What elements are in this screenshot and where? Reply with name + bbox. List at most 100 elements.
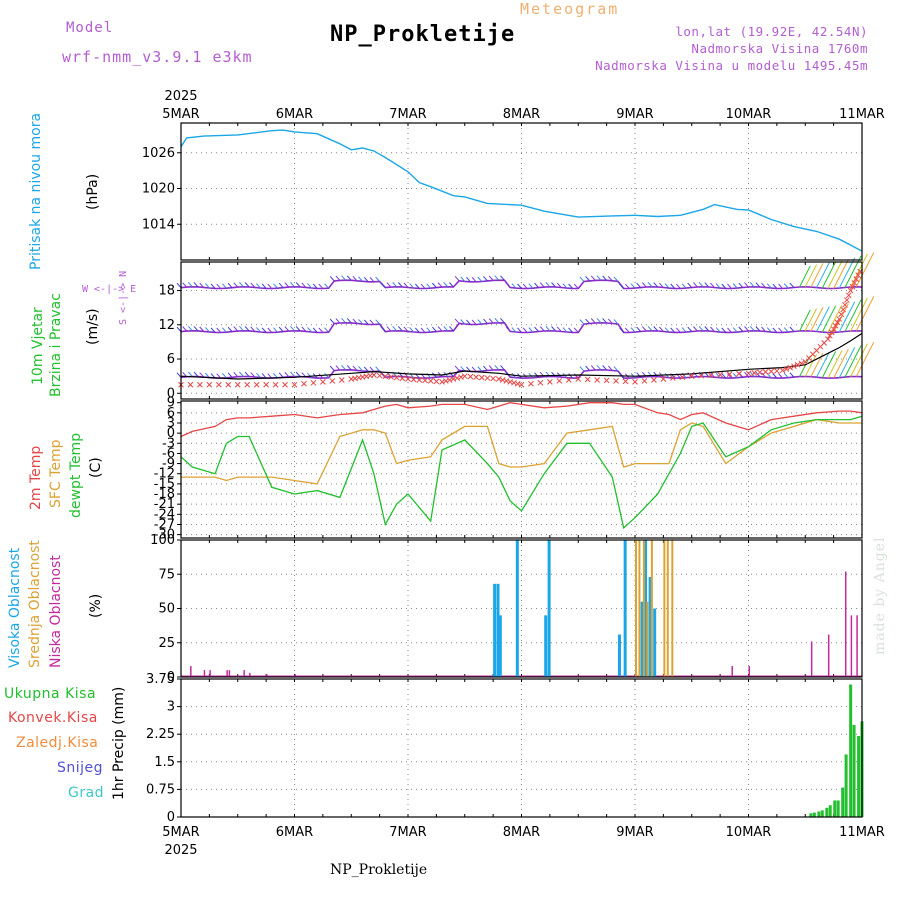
cloud-bar-0	[547, 540, 551, 677]
wind-gust-mark	[473, 374, 479, 380]
wind-barb	[222, 373, 227, 379]
wind-barb	[664, 283, 670, 289]
wind-barb	[471, 366, 477, 372]
wind-barb	[363, 366, 369, 372]
wind-barb	[176, 326, 182, 332]
wind-barb	[449, 326, 454, 332]
wind-barb	[176, 372, 182, 378]
wind-barb	[850, 297, 868, 332]
wind-barb	[556, 282, 562, 288]
wind-barb	[182, 326, 188, 332]
wind-barb	[659, 282, 664, 288]
wind-barb	[568, 283, 573, 289]
wind-barb	[789, 372, 795, 378]
wind-barb	[205, 327, 210, 333]
wind-barb	[585, 276, 590, 282]
precip-bar	[852, 725, 856, 817]
wind-barb	[227, 282, 233, 289]
cloud-bar-1	[646, 601, 649, 677]
wind-barb	[855, 341, 875, 377]
wind-barb	[641, 326, 647, 332]
wind-ytick-label: 12	[158, 318, 175, 333]
wind-barb	[772, 373, 778, 379]
wind-gust-mark	[849, 283, 856, 290]
wind-barb	[579, 319, 585, 325]
wind-gust-mark	[310, 379, 317, 386]
wind-barb	[205, 372, 210, 378]
wind-barb	[710, 326, 715, 332]
wind-barb	[295, 371, 301, 377]
legend-convective-rain: Konvek.Kisa	[8, 710, 98, 726]
wind-ytick-label: 6	[167, 352, 175, 367]
wind-barb	[210, 283, 216, 289]
precip-ytick-label: 1.5	[154, 755, 175, 770]
wind-barb	[233, 326, 239, 332]
wind-barb	[454, 275, 460, 282]
cloud-bar-2	[810, 641, 813, 677]
bottom-date-label: 7MAR	[389, 825, 426, 840]
wind-gust-mark	[478, 374, 485, 381]
wind-gust-mark	[679, 374, 686, 380]
precip-bar	[844, 754, 848, 817]
wind-barb	[596, 275, 602, 281]
precip-bar	[828, 805, 832, 817]
wind-barb	[761, 282, 766, 288]
cloud-bar-2	[850, 615, 853, 677]
wind-barb	[483, 365, 488, 371]
temp-series-1	[181, 418, 862, 485]
wind-barb	[664, 327, 670, 333]
temp-ytick-label: 9	[167, 396, 175, 411]
wind-barb	[477, 366, 483, 372]
wind-gust-mark	[225, 381, 232, 388]
wind-barb	[607, 365, 613, 371]
top-date-label: 11MAR	[839, 107, 885, 122]
wind-gust-mark	[584, 376, 591, 383]
wind-barb	[827, 260, 843, 289]
wind-barb	[261, 373, 267, 379]
wind-barb	[352, 318, 358, 324]
wind-gust-mark	[329, 378, 336, 384]
wind-gust-mark	[518, 381, 525, 388]
temp-ytick-label: -15	[154, 477, 175, 492]
wind-barb	[698, 282, 704, 288]
wind-gust-mark	[851, 280, 858, 286]
wind-barb	[744, 326, 749, 332]
wind-barb	[335, 365, 341, 371]
meteogram-label: Meteogram	[520, 0, 620, 18]
wind-gust-mark	[838, 311, 845, 318]
wind-gust-mark	[768, 368, 775, 375]
wind-barb	[284, 282, 290, 288]
wind-barb	[676, 283, 681, 289]
wind-barb	[460, 319, 466, 325]
wind-barb	[449, 371, 454, 377]
wind-gust-mark	[698, 372, 705, 379]
wind-barb	[693, 326, 698, 332]
wind-barb	[647, 325, 653, 332]
wind-barb	[816, 352, 830, 378]
wind-barb	[778, 373, 783, 379]
wind-barb	[799, 265, 811, 288]
wind-barb	[590, 275, 596, 281]
wind-gust-mark	[613, 378, 619, 384]
wind-barb	[585, 365, 590, 371]
cloud-bar-2	[266, 674, 268, 677]
wind-barb	[182, 282, 188, 288]
wind-barb	[766, 283, 772, 289]
wind-barb	[460, 276, 466, 282]
wind-barb	[318, 283, 324, 289]
wind-gust-mark	[826, 332, 833, 339]
cloud-bar-2	[249, 672, 251, 677]
wind-barb	[301, 282, 307, 288]
wind-barb	[324, 327, 329, 333]
cloud-bar-0	[617, 634, 621, 677]
wind-barb	[596, 364, 602, 371]
precip-bar	[833, 800, 837, 817]
wind-barb	[721, 283, 727, 289]
wind-barb	[676, 327, 681, 333]
wind-barb	[744, 371, 749, 377]
wind-gust-mark	[779, 367, 786, 374]
wind-barb	[844, 299, 862, 332]
pressure-frame	[180, 122, 863, 261]
wind-gust-mark	[291, 381, 298, 388]
